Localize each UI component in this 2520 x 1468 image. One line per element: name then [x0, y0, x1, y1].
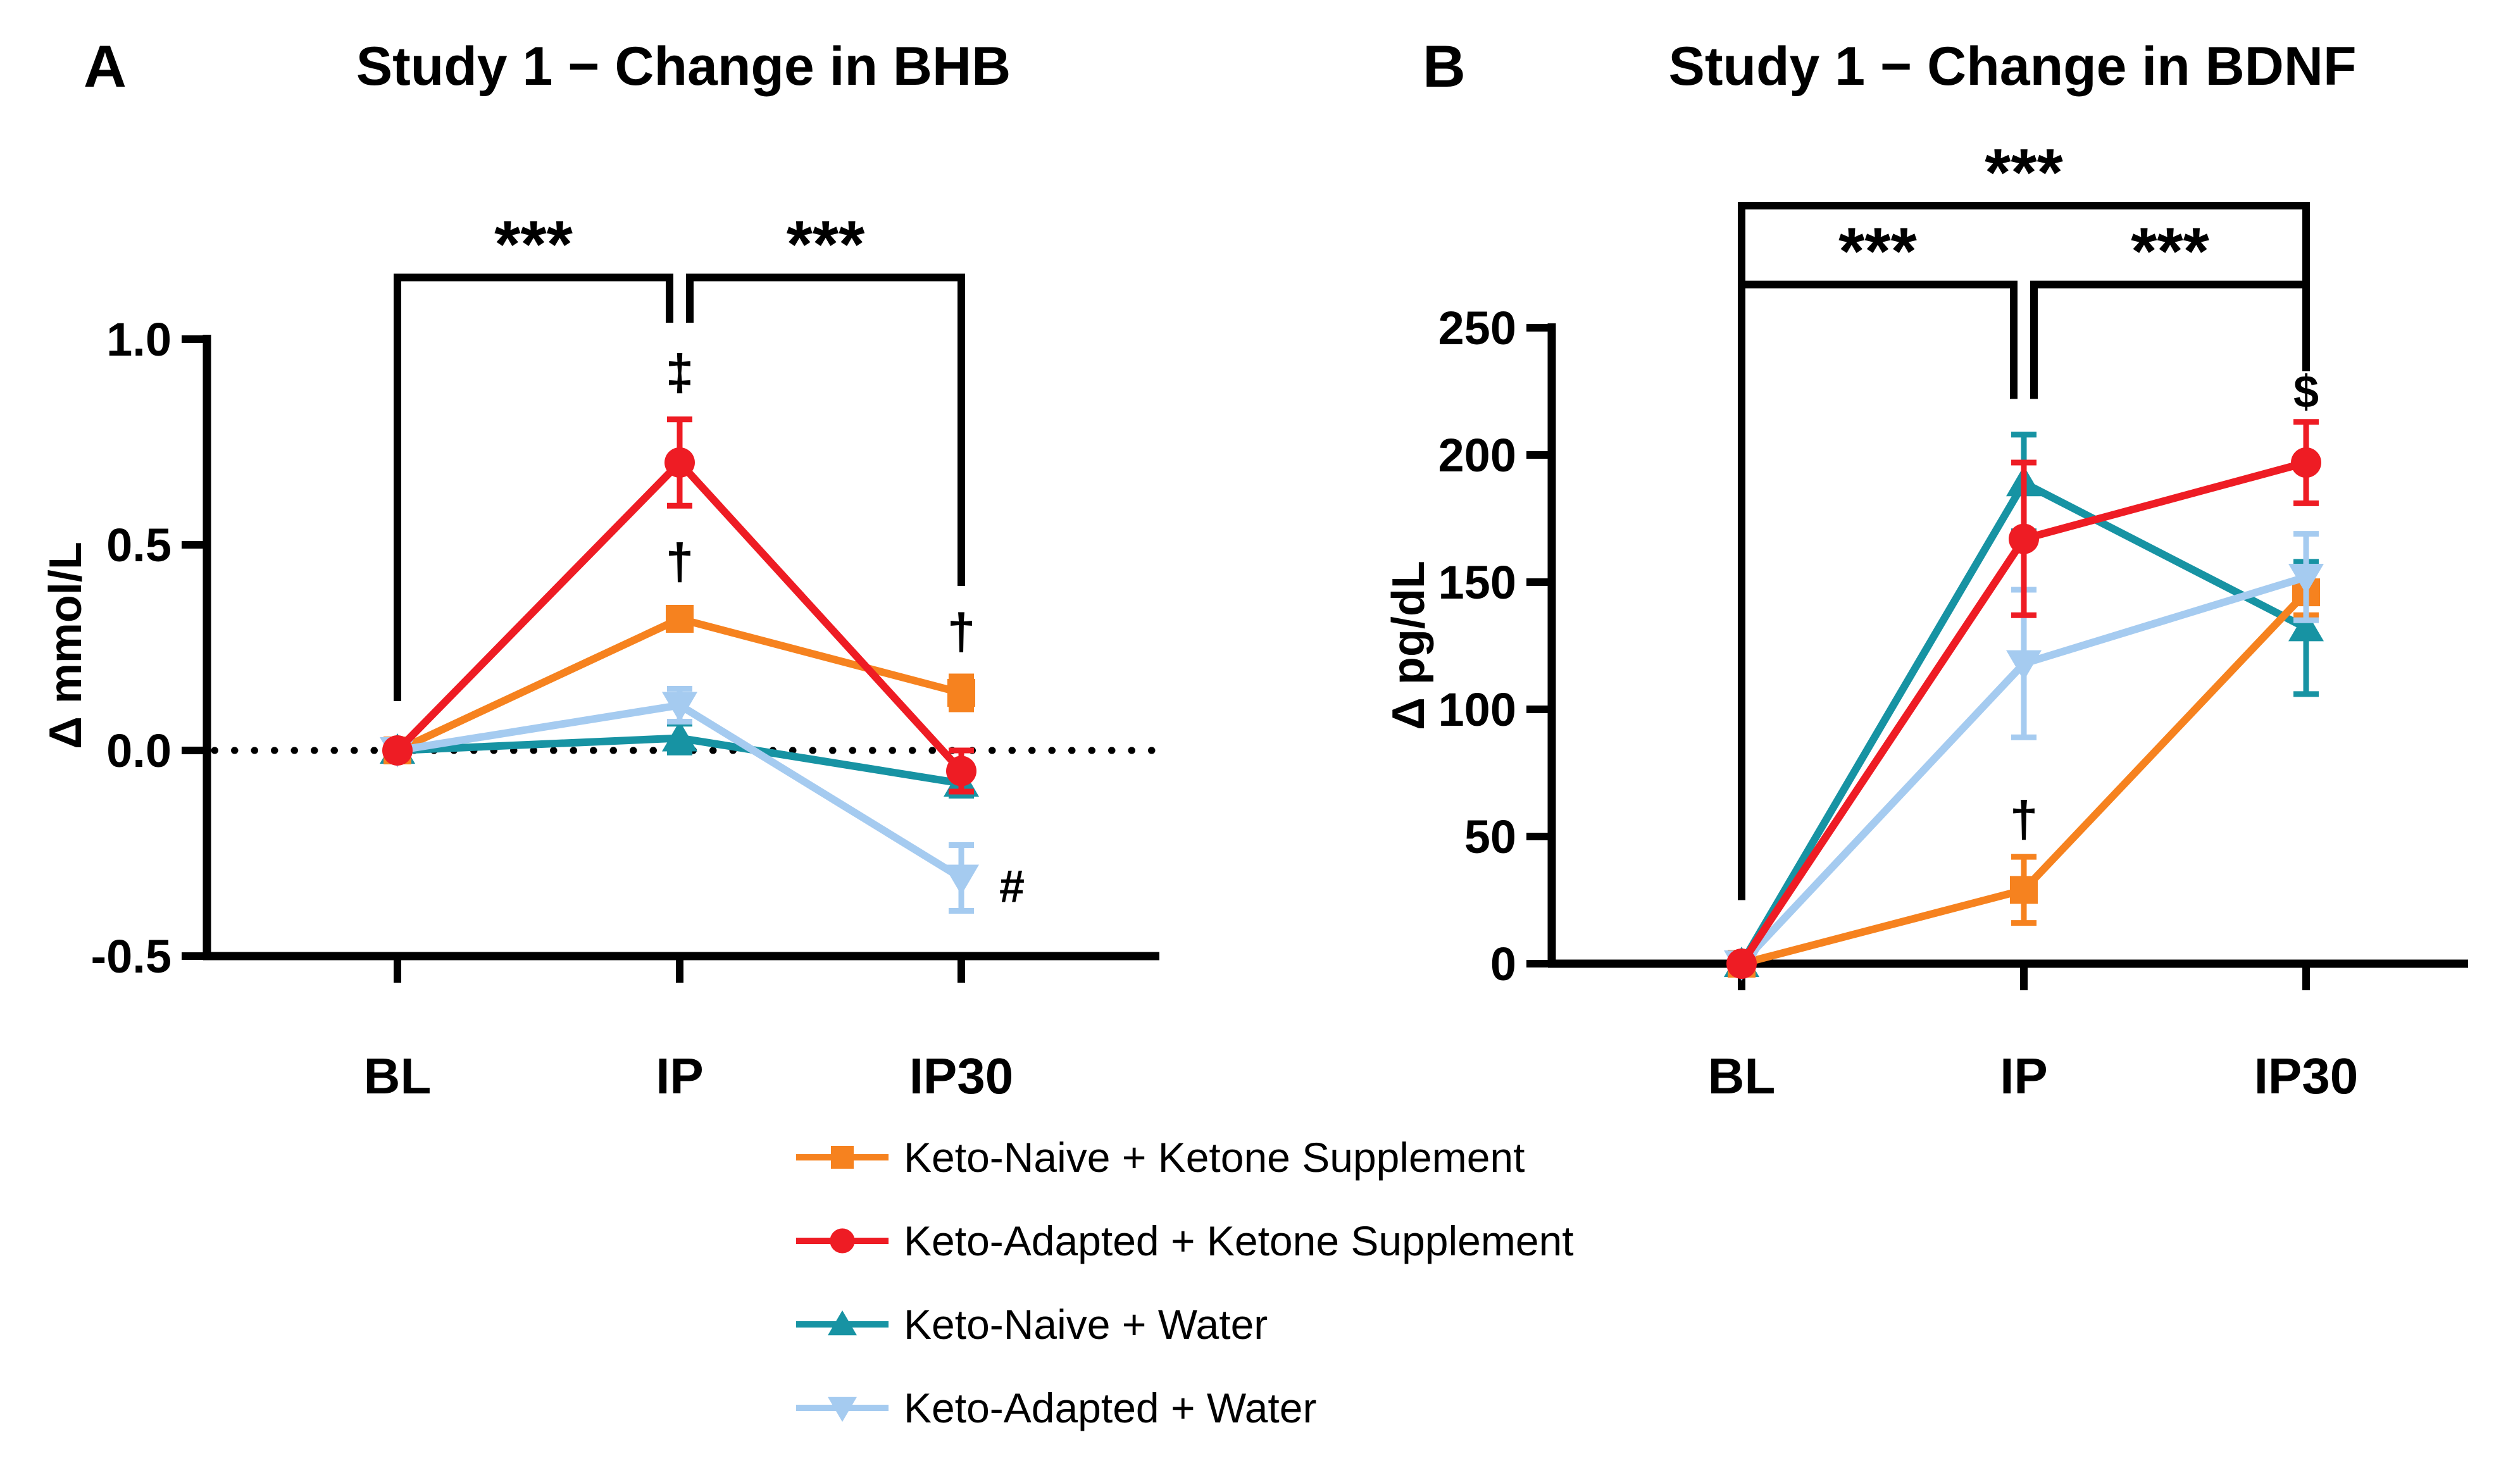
- legend-triangle-down-icon: [828, 1396, 857, 1422]
- sig-symbol: #: [999, 862, 1025, 912]
- x-category-label: BL: [1708, 1048, 1776, 1104]
- legend-item-label: Keto-Naive + Ketone Supplement: [904, 1134, 1525, 1181]
- y-tick-label: 200: [1438, 429, 1516, 482]
- panel-b-title: Study 1 − Change in BDNF: [1668, 36, 2357, 97]
- sig-bracket: [686, 273, 965, 586]
- marker-triangle-down-icon: [2288, 563, 2324, 594]
- marker-circle-icon: [946, 756, 976, 787]
- legend-marker-triangle-up-icon: [796, 1310, 889, 1336]
- x-category-label: IP30: [2254, 1048, 2359, 1104]
- panel-a-y-axis-label: Δ mmol/L: [41, 542, 91, 749]
- marker-circle-icon: [664, 447, 695, 478]
- legend-marker-triangle-down-icon: [796, 1396, 889, 1422]
- marker-circle-icon: [2291, 447, 2321, 478]
- y-tick-label: 50: [1464, 811, 1516, 863]
- panel-a-title: Study 1 − Change in BHB: [356, 36, 1011, 97]
- marker-triangle-up-icon: [2288, 611, 2324, 642]
- sig-symbol: $: [2293, 367, 2319, 418]
- y-tick-label: 0: [1490, 938, 1516, 990]
- x-category-label: IP: [2000, 1048, 2048, 1104]
- marker-triangle-down-icon: [2006, 650, 2042, 681]
- legend-item: Keto-Adapted + Ketone Supplement: [795, 1220, 1574, 1262]
- legend-marker-circle-icon: [796, 1228, 889, 1253]
- panel-B: 250 200 150 100 50 0 BL IP IP30 *** *** *** † $: [1438, 135, 2468, 1104]
- sig-symbol: †: [2010, 791, 2038, 847]
- panel-b-y-axis-label: Δ pg/dL: [1383, 561, 1434, 730]
- legend-item-label: Keto-Naive + Water: [904, 1301, 1268, 1348]
- sig-bracket: [2030, 280, 2310, 399]
- series-circle: [382, 416, 976, 795]
- sig-symbol: ‡: [666, 344, 694, 401]
- y-tick-label: 100: [1438, 683, 1516, 736]
- panel-A: 1.0 0.5 0.0 -0.5 BL IP IP30 *** *** ‡ † † #: [90, 208, 1163, 1104]
- y-tick-label: 1.0: [106, 313, 172, 366]
- legend-marker-square-icon: [796, 1145, 889, 1169]
- x-category-label: IP: [656, 1048, 704, 1104]
- panel-b-letter: B: [1423, 33, 1466, 99]
- series-triangle-up: [380, 721, 979, 799]
- marker-circle-icon: [1726, 949, 1757, 979]
- marker-triangle-down-icon: [662, 692, 697, 723]
- legend-item-label: Keto-Adapted + Water: [904, 1384, 1317, 1431]
- y-tick-label: 0.5: [106, 519, 172, 571]
- sig-bracket-label: ***: [1985, 135, 2064, 210]
- sig-bracket-label: ***: [494, 208, 573, 282]
- x-category-label: BL: [364, 1048, 432, 1104]
- marker-triangle-down-icon: [944, 864, 979, 895]
- legend-item-label: Keto-Adapted + Ketone Supplement: [904, 1217, 1574, 1264]
- y-tick-label: -0.5: [90, 930, 172, 983]
- legend-item: Keto-Naive + Water: [795, 1303, 1574, 1345]
- x-category-label: IP30: [909, 1048, 1014, 1104]
- sig-bracket: [394, 273, 673, 701]
- series-circle: [1726, 419, 2321, 979]
- legend-item: Keto-Naive + Ketone Supplement: [795, 1136, 1574, 1178]
- sig-bracket: [1738, 280, 2018, 900]
- marker-square-icon: [947, 679, 975, 707]
- marker-square-icon: [2010, 876, 2038, 904]
- y-tick-label: 250: [1438, 302, 1516, 354]
- sig-bracket-label: ***: [787, 208, 866, 282]
- panel-a-letter: A: [84, 33, 127, 99]
- series-triangle-down: [380, 686, 979, 914]
- marker-square-icon: [666, 605, 694, 633]
- legend-square-icon: [830, 1145, 854, 1169]
- y-tick-label: 0.0: [106, 725, 172, 777]
- y-tick-label: 150: [1438, 556, 1516, 609]
- sig-symbol: †: [666, 533, 694, 590]
- sig-symbol: †: [947, 604, 976, 660]
- sig-bracket-label: ***: [2131, 215, 2210, 289]
- legend-circle-icon: [830, 1228, 855, 1253]
- legend-triangle-up-icon: [828, 1310, 857, 1336]
- marker-triangle-up-icon: [662, 721, 697, 752]
- sig-bracket-label: ***: [1838, 215, 1918, 289]
- marker-circle-icon: [2009, 523, 2039, 554]
- marker-circle-icon: [382, 735, 413, 766]
- legend: Keto-Naive + Ketone Supplement Keto-Adap…: [795, 1136, 1574, 1429]
- legend-item: Keto-Adapted + Water: [795, 1387, 1574, 1429]
